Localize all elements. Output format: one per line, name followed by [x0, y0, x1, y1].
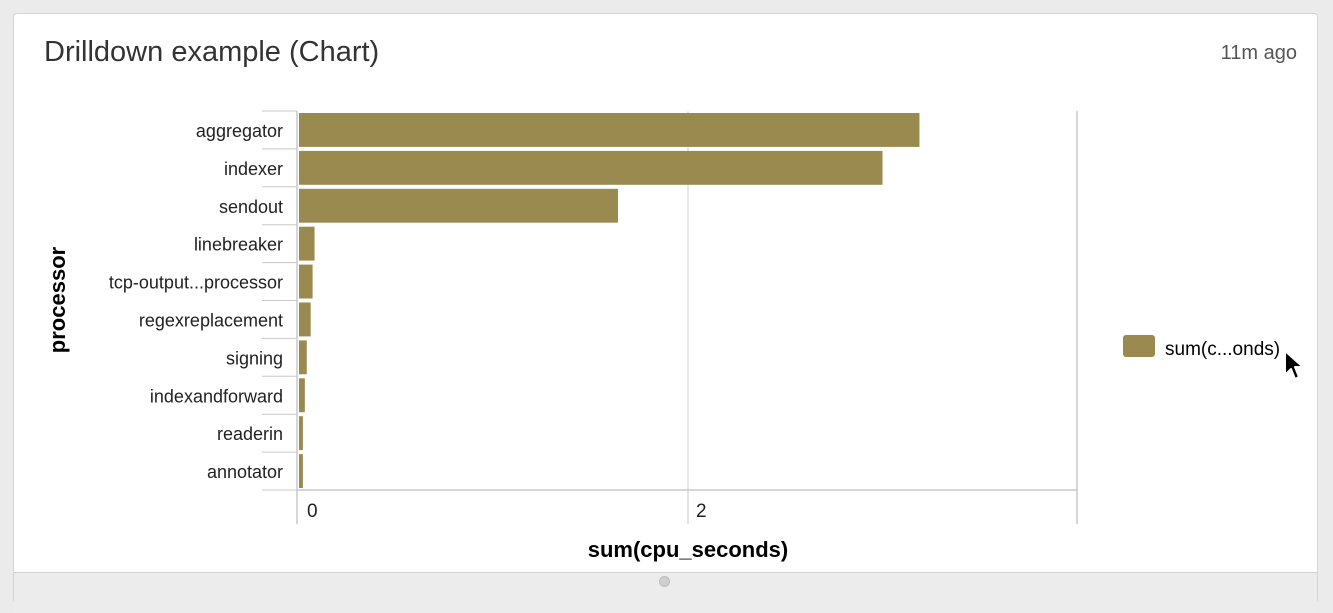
bar-indexandforward[interactable]: [299, 378, 305, 413]
panel-title: Drilldown example (Chart): [44, 36, 380, 68]
category-label: annotator: [207, 462, 283, 482]
x-tick-label: 0: [307, 501, 318, 522]
category-label: indexer: [224, 159, 283, 179]
category-label: sendout: [219, 197, 283, 217]
bar-aggregator[interactable]: [299, 113, 920, 147]
pointer-arrow-icon: [1284, 350, 1304, 380]
legend[interactable]: sum(c...onds): [1123, 335, 1280, 360]
bar-linebreaker[interactable]: [299, 226, 315, 261]
bar-indexer[interactable]: [299, 150, 883, 185]
x-tick-label: 2: [696, 501, 707, 522]
bar-chart: aggregator indexer sendout linebreaker tcp-o…: [45, 110, 1280, 562]
resize-handle[interactable]: [659, 576, 670, 587]
bar-regexreplacement[interactable]: [299, 302, 311, 337]
bar-signing[interactable]: [299, 340, 307, 375]
category-label: readerin: [217, 424, 283, 444]
category-label: linebreaker: [194, 235, 283, 255]
bar-annotator[interactable]: [299, 454, 303, 488]
panel-timestamp: 11m ago: [1220, 42, 1297, 64]
chart-panel: Drilldown example (Chart) 11m ago: [13, 13, 1318, 613]
x-axis-title: sum(cpu_seconds): [588, 537, 789, 562]
category-label: indexandforward: [150, 386, 283, 406]
bar-readerin[interactable]: [299, 416, 303, 451]
category-label: tcp-output...processor: [109, 273, 283, 293]
category-label: regexreplacement: [139, 310, 283, 330]
category-label: aggregator: [196, 121, 283, 141]
legend-swatch: [1123, 335, 1155, 357]
legend-label: sum(c...onds): [1165, 339, 1280, 360]
category-label: signing: [226, 348, 283, 368]
bar-tcp-output...processor[interactable]: [299, 264, 313, 299]
y-axis-title: processor: [45, 246, 70, 353]
bar-sendout[interactable]: [299, 188, 618, 223]
